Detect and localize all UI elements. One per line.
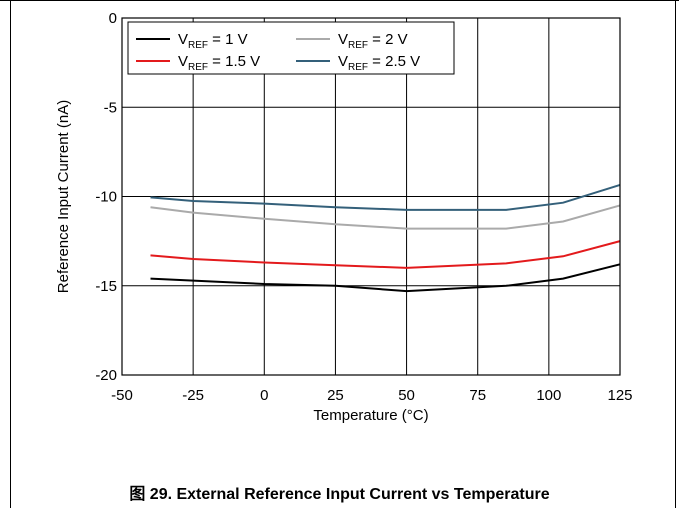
x-tick-label: -25 xyxy=(182,387,204,404)
top-rule xyxy=(0,0,679,1)
x-tick-label: 125 xyxy=(607,387,632,404)
x-tick-label: 0 xyxy=(260,387,268,404)
y-tick-label: -20 xyxy=(95,367,117,384)
left-rule xyxy=(10,0,11,508)
y-tick-label: -10 xyxy=(95,189,117,206)
x-tick-label: 100 xyxy=(536,387,561,404)
series-line-3 xyxy=(150,204,621,230)
x-axis-label: Temperature (°C) xyxy=(313,407,428,424)
grid xyxy=(122,18,620,375)
y-tick-label: 0 xyxy=(109,10,117,27)
y-tick-label: -15 xyxy=(95,278,117,295)
right-rule xyxy=(675,0,676,508)
plot-border xyxy=(121,17,621,376)
y-axis-label: Reference Input Current (nA) xyxy=(55,100,72,293)
legend-label-1: VREF = 1 V xyxy=(178,31,248,51)
series-lines xyxy=(150,183,621,293)
legend-label-4: VREF = 2.5 V xyxy=(338,53,420,73)
series-line-2 xyxy=(150,240,621,269)
legend-box xyxy=(127,21,455,75)
figure-caption: 图 29. External Reference Input Current v… xyxy=(129,486,550,503)
x-tick-label: 50 xyxy=(398,387,415,404)
legend-label-3: VREF = 2 V xyxy=(338,31,408,51)
legend-label-2: VREF = 1.5 V xyxy=(178,53,260,73)
x-tick-label: -50 xyxy=(111,387,133,404)
series-line-4 xyxy=(150,183,621,211)
tick-labels: -50 -25 0 25 50 75 100 125 0 -5 -10 -15 -20 xyxy=(95,10,632,404)
line-chart: -50 -25 0 25 50 75 100 125 0 -5 -10 -15 -20 Temperat… xyxy=(55,10,633,424)
series-line-1 xyxy=(150,263,621,293)
y-tick-label: -5 xyxy=(104,99,117,116)
x-tick-label: 75 xyxy=(469,387,486,404)
x-tick-label: 25 xyxy=(327,387,344,404)
